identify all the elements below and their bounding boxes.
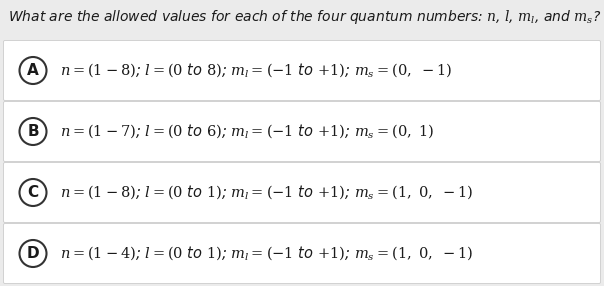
- Text: $n=(1-4)$; $l=(0$ to $1)$; $m_{l}=(-1$ to $+1)$; $m_{s}=(1,\ 0,\ -1)$: $n=(1-4)$; $l=(0$ to $1)$; $m_{l}=(-1$ t…: [60, 245, 474, 262]
- Text: D: D: [27, 246, 39, 261]
- FancyBboxPatch shape: [4, 41, 600, 100]
- Ellipse shape: [19, 118, 47, 145]
- Text: $n=(1-8)$; $l=(0$ to $1)$; $m_{l}=(-1$ to $+1)$; $m_{s}=(1,\ 0,\ -1)$: $n=(1-8)$; $l=(0$ to $1)$; $m_{l}=(-1$ t…: [60, 184, 474, 201]
- Text: A: A: [27, 63, 39, 78]
- FancyBboxPatch shape: [4, 102, 600, 162]
- Ellipse shape: [19, 240, 47, 267]
- Text: $n=(1-8)$; $l=(0$ to $8)$; $m_{l}=(-1$ to $+1)$; $m_{s}=(0,\ -1)$: $n=(1-8)$; $l=(0$ to $8)$; $m_{l}=(-1$ t…: [60, 61, 452, 80]
- FancyBboxPatch shape: [4, 223, 600, 283]
- FancyBboxPatch shape: [4, 162, 600, 223]
- Text: What are the allowed values for each of the four quantum numbers: $n$, $l$, $m_{: What are the allowed values for each of …: [8, 8, 602, 26]
- Text: C: C: [27, 185, 39, 200]
- Text: $n=(1-7)$; $l=(0$ to $6)$; $m_{l}=(-1$ to $+1)$; $m_{s}=(0,\ 1)$: $n=(1-7)$; $l=(0$ to $6)$; $m_{l}=(-1$ t…: [60, 123, 434, 140]
- Ellipse shape: [19, 179, 47, 206]
- Text: B: B: [27, 124, 39, 139]
- Ellipse shape: [19, 57, 47, 84]
